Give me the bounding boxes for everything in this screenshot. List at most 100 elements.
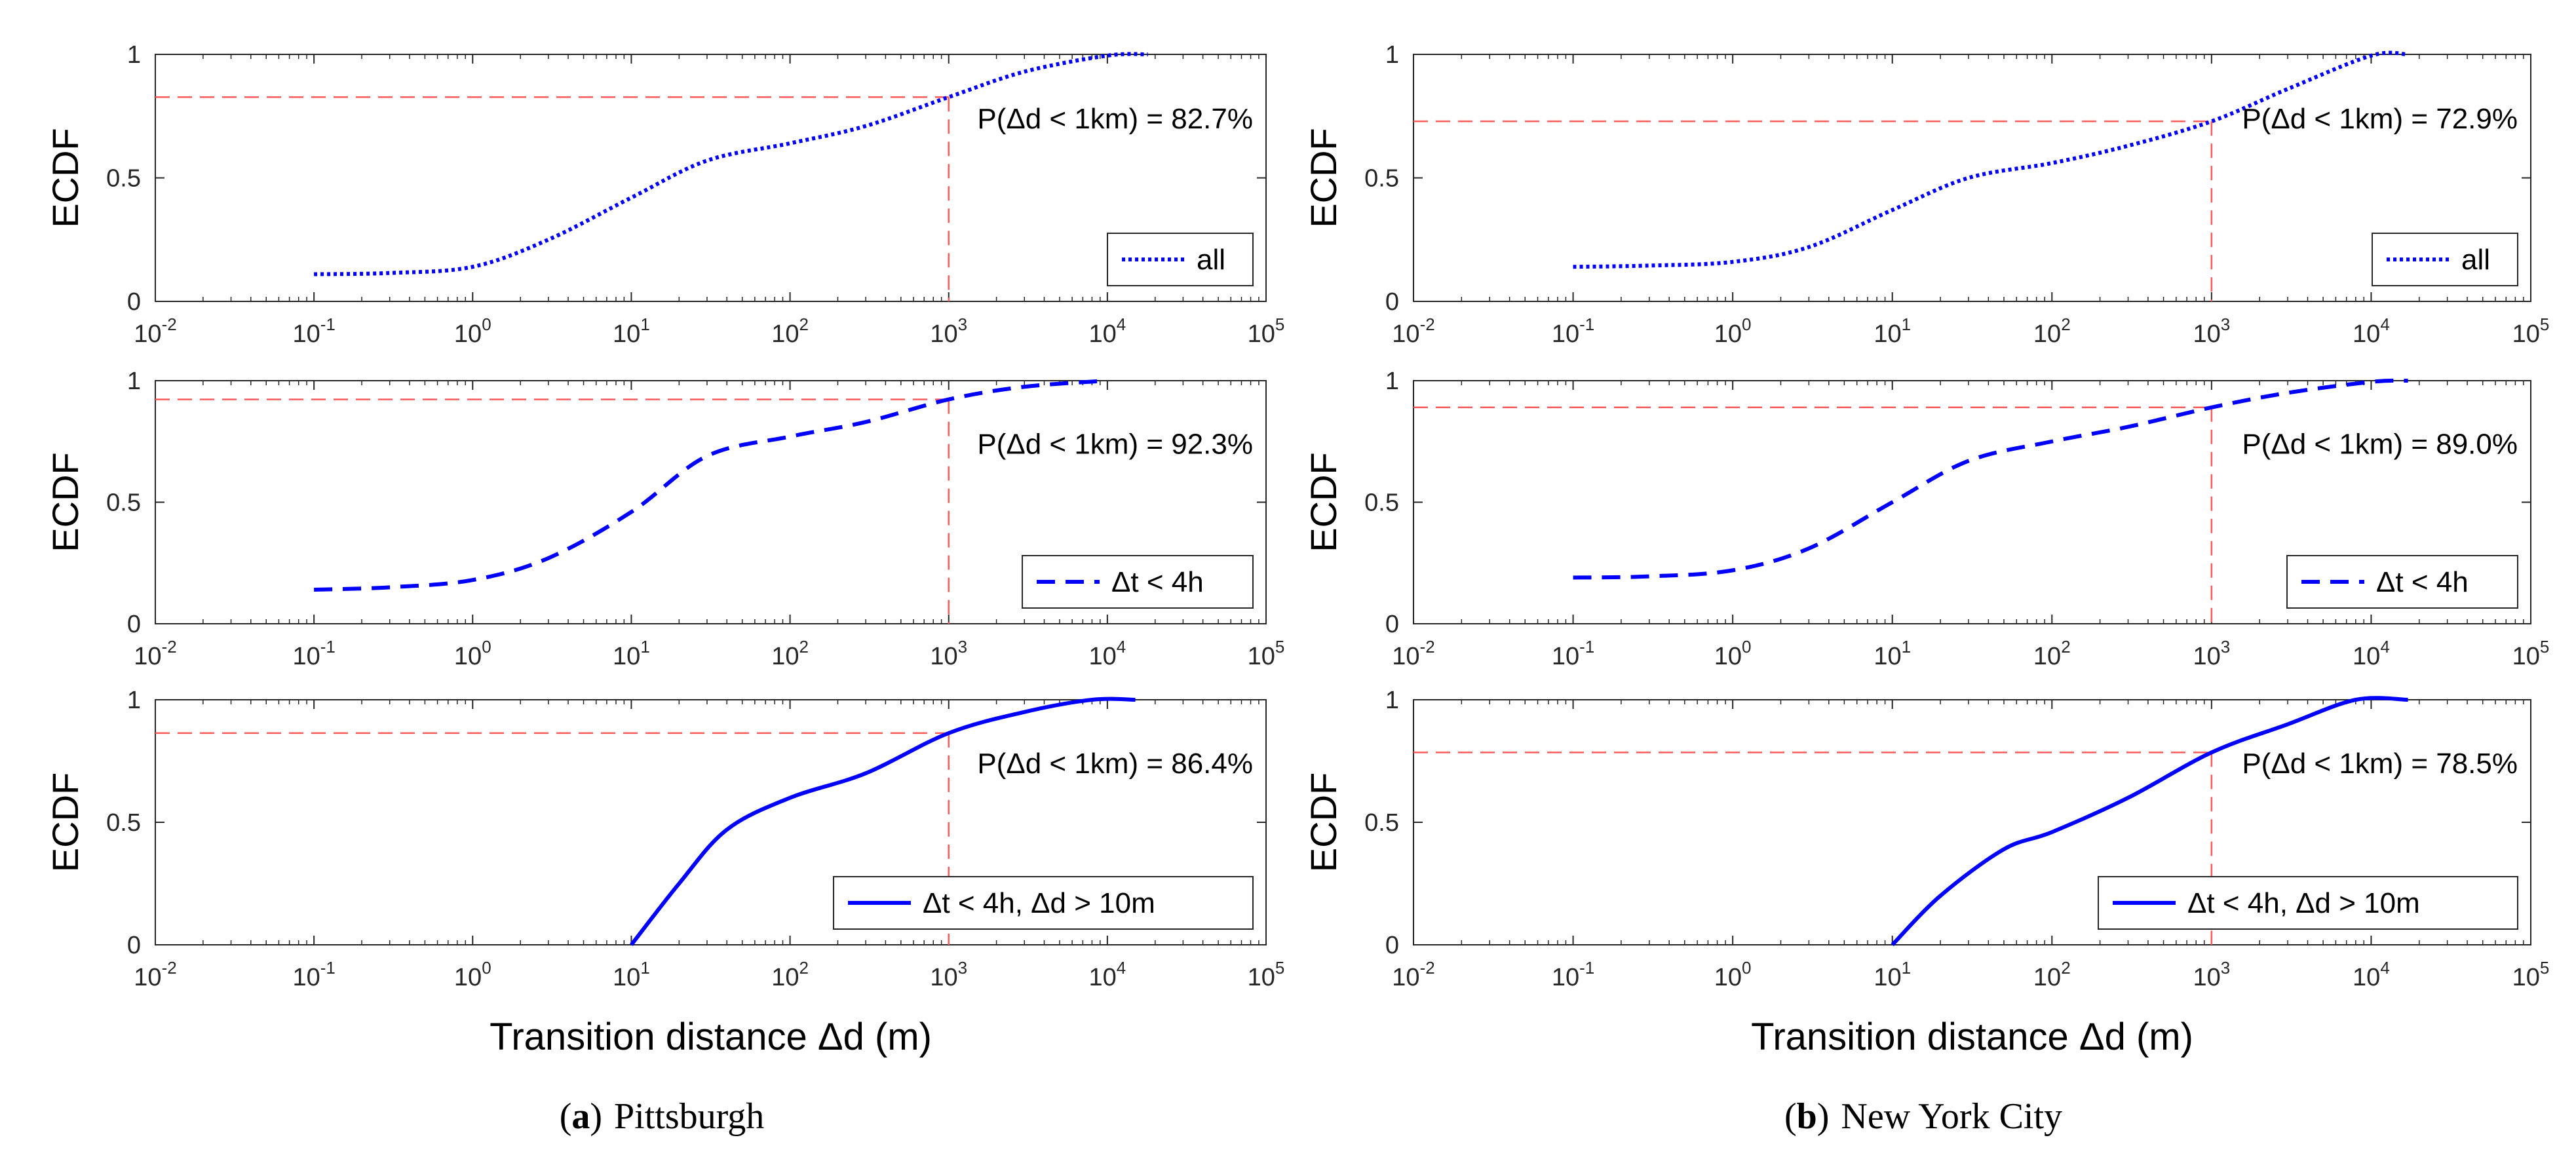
y-tick-label: 0 <box>127 288 141 316</box>
x-tick-label: 103 <box>930 958 967 991</box>
probability-annotation: P(Δd < 1km) = 72.9% <box>2242 103 2518 135</box>
x-tick-label: 103 <box>930 637 967 670</box>
legend: Δt < 4h, Δd > 10m <box>2098 876 2518 930</box>
x-tick-label: 101 <box>1874 315 1911 348</box>
x-tick-label: 10-1 <box>1552 315 1594 348</box>
y-tick-label: 1 <box>127 368 141 395</box>
legend: Δt < 4h, Δd > 10m <box>833 876 1254 930</box>
panel-b-2: 10-2 10-1 100 101 102 103 104 105 0 0.5 1 ECDF P(Δd … <box>1303 368 2549 670</box>
panel-a-2: 10-2 10-1 100 101 102 103 104 105 0 0.5 1 ECDF P(Δd … <box>45 368 1284 670</box>
legend-label: Δt < 4h <box>2376 566 2469 598</box>
series-line <box>1573 378 2408 580</box>
series-line <box>314 52 1148 276</box>
y-axis-label: ECDF <box>1303 772 1344 872</box>
legend-label: all <box>2461 244 2490 276</box>
y-tick-label: 1 <box>127 687 141 714</box>
x-tick-label: 10-2 <box>134 637 176 670</box>
x-tick-label: 104 <box>2353 637 2390 670</box>
y-tick-label: 1 <box>1385 41 1399 69</box>
probability-annotation: P(Δd < 1km) = 86.4% <box>977 748 1253 780</box>
x-tick-label: 10-1 <box>1552 958 1594 991</box>
y-tick-label: 0.5 <box>1364 809 1399 837</box>
x-tick-label: 105 <box>2512 315 2550 348</box>
x-tick-label: 10-1 <box>1552 637 1594 670</box>
y-tick-label: 0.5 <box>106 489 141 517</box>
x-tick-label: 104 <box>1088 958 1126 991</box>
x-tick-label: 101 <box>1874 637 1911 670</box>
y-tick-label: 0.5 <box>1364 165 1399 193</box>
x-tick-label: 105 <box>1248 315 1285 348</box>
y-axis-label: ECDF <box>1303 128 1344 227</box>
x-tick-label: 101 <box>613 958 650 991</box>
y-tick-label: 1 <box>1385 368 1399 395</box>
y-axis-label: ECDF <box>45 128 86 227</box>
y-tick-label: 0.5 <box>106 165 141 193</box>
x-tick-label: 100 <box>454 958 491 991</box>
axes-box <box>155 54 1267 302</box>
legend: Δt < 4h <box>2286 555 2518 609</box>
legend-label: Δt < 4h, Δd > 10m <box>2187 887 2420 919</box>
x-tick-label: 104 <box>2353 315 2390 348</box>
x-tick-label: 103 <box>930 315 967 348</box>
legend-box <box>1107 233 1254 286</box>
caption-b: (b) New York City <box>1784 1096 2062 1137</box>
x-tick-label: 102 <box>771 315 809 348</box>
x-tick-label: 101 <box>1874 958 1911 991</box>
x-tick-label: 105 <box>1248 958 1285 991</box>
x-tick-label: 102 <box>2033 637 2071 670</box>
probability-annotation: P(Δd < 1km) = 82.7% <box>977 103 1253 135</box>
x-tick-label: 100 <box>1714 315 1752 348</box>
legend-label: Δt < 4h, Δd > 10m <box>923 887 1155 919</box>
x-tick-label: 10-1 <box>292 637 335 670</box>
x-tick-label: 100 <box>1714 958 1752 991</box>
probability-annotation: P(Δd < 1km) = 92.3% <box>977 428 1253 460</box>
x-tick-label: 10-2 <box>1392 958 1434 991</box>
plots-group: 10-2 10-1 100 101 102 103 104 10500.51ECDFP(Δd … <box>45 41 2549 1058</box>
y-axis-label: ECDF <box>1303 452 1344 552</box>
panel-b-3: 10-2 10-1 100 101 102 103 104 105 0 0.5 1 ECDF P(Δd … <box>1303 687 2549 1058</box>
x-tick-label: 102 <box>2033 315 2071 348</box>
y-tick-label: 0 <box>1385 932 1399 959</box>
x-tick-label: 103 <box>2193 637 2230 670</box>
legend-label: Δt < 4h <box>1111 566 1204 598</box>
x-tick-label: 102 <box>2033 958 2071 991</box>
x-tick-label: 10-1 <box>292 315 335 348</box>
x-tick-label: 10-2 <box>1392 315 1434 348</box>
x-tick-label: 104 <box>2353 958 2390 991</box>
y-tick-label: 0 <box>127 611 141 638</box>
x-tick-label: 102 <box>771 958 809 991</box>
x-axis-label: Transition distance Δd (m) <box>1751 1016 2193 1058</box>
x-tick-label: 10-2 <box>134 958 176 991</box>
x-tick-label: 101 <box>613 315 650 348</box>
legend: all <box>1107 233 1254 286</box>
captions-group: (a) Pittsburgh (b) New York City <box>560 1096 2062 1137</box>
y-tick-label: 1 <box>127 41 141 69</box>
panel-a-3: 10-2 10-1 100 101 102 103 104 105 0 0.5 1 ECDF P(Δd … <box>45 687 1284 1058</box>
legend: all <box>2372 233 2518 286</box>
x-tick-label: 100 <box>1714 637 1752 670</box>
y-tick-label: 0 <box>1385 611 1399 638</box>
x-tick-label: 102 <box>771 637 809 670</box>
x-tick-label: 101 <box>613 637 650 670</box>
x-tick-label: 103 <box>2193 315 2230 348</box>
probability-annotation: P(Δd < 1km) = 78.5% <box>2242 748 2518 780</box>
legend-label: all <box>1197 244 1225 276</box>
x-tick-label: 103 <box>2193 958 2230 991</box>
series-line <box>314 379 1108 592</box>
x-tick-label: 105 <box>1248 637 1285 670</box>
x-tick-label: 100 <box>454 637 491 670</box>
x-tick-label: 105 <box>2512 637 2550 670</box>
panel-a-1: 10-2 10-1 100 101 102 103 104 105 0 0.5 1 ECDF P(Δd … <box>45 41 1284 348</box>
caption-a: (a) Pittsburgh <box>560 1096 765 1137</box>
legend-box <box>2286 555 2518 609</box>
y-tick-label: 1 <box>1385 687 1399 714</box>
x-tick-label: 10-2 <box>134 315 176 348</box>
x-tick-label: 104 <box>1088 315 1126 348</box>
x-tick-label: 100 <box>454 315 491 348</box>
x-axis-label: Transition distance Δd (m) <box>490 1016 932 1058</box>
series-line <box>630 696 1136 946</box>
legend: Δt < 4h <box>1022 555 1254 609</box>
panel-b-1: 10-2 10-1 100 101 102 103 104 105 0 0.5 1 ECDF P(Δd … <box>1303 41 2549 348</box>
legend-box <box>1022 555 1254 609</box>
